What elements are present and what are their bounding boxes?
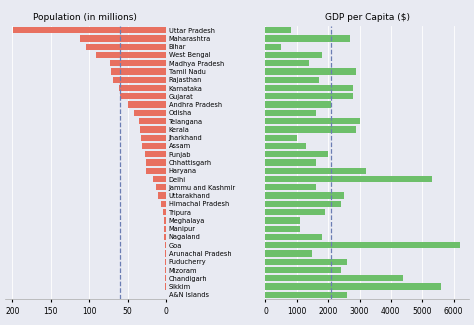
- Bar: [156, 184, 166, 190]
- Bar: [146, 168, 166, 174]
- Bar: [265, 85, 353, 91]
- Bar: [265, 68, 356, 75]
- Bar: [128, 101, 166, 108]
- Bar: [265, 234, 322, 240]
- Bar: [265, 101, 331, 108]
- Title: GDP per Capita ($): GDP per Capita ($): [325, 13, 410, 22]
- Bar: [110, 60, 166, 66]
- Bar: [161, 201, 166, 207]
- Bar: [164, 234, 166, 240]
- Bar: [265, 275, 403, 281]
- Bar: [119, 93, 166, 99]
- Bar: [165, 250, 166, 257]
- Bar: [113, 77, 166, 83]
- Bar: [163, 209, 166, 215]
- Bar: [119, 85, 166, 91]
- Bar: [265, 135, 297, 141]
- Bar: [265, 184, 316, 190]
- Bar: [265, 217, 300, 224]
- Bar: [265, 35, 350, 42]
- Bar: [13, 27, 166, 33]
- Bar: [265, 226, 300, 232]
- Bar: [146, 159, 166, 166]
- Bar: [265, 143, 306, 149]
- Bar: [265, 259, 347, 265]
- Bar: [265, 60, 310, 66]
- Bar: [86, 44, 166, 50]
- Bar: [134, 110, 166, 116]
- Title: Population (in millions): Population (in millions): [33, 13, 137, 22]
- Bar: [165, 275, 166, 281]
- Bar: [80, 35, 166, 42]
- Bar: [265, 176, 432, 182]
- Bar: [165, 267, 166, 273]
- Bar: [140, 126, 166, 133]
- Bar: [265, 192, 344, 199]
- Bar: [265, 151, 328, 157]
- Bar: [110, 68, 166, 75]
- Bar: [142, 143, 166, 149]
- Bar: [165, 259, 166, 265]
- Bar: [265, 201, 341, 207]
- Bar: [153, 176, 166, 182]
- Bar: [141, 135, 166, 141]
- Bar: [265, 27, 291, 33]
- Bar: [265, 110, 316, 116]
- Bar: [265, 52, 322, 58]
- Bar: [158, 192, 166, 199]
- Bar: [265, 168, 366, 174]
- Bar: [265, 77, 319, 83]
- Bar: [164, 226, 166, 232]
- Bar: [165, 242, 166, 248]
- Bar: [164, 217, 166, 224]
- Bar: [265, 93, 353, 99]
- Bar: [265, 118, 359, 124]
- Bar: [139, 118, 166, 124]
- Bar: [265, 283, 441, 290]
- Bar: [265, 44, 281, 50]
- Bar: [265, 126, 356, 133]
- Bar: [145, 151, 166, 157]
- Bar: [265, 159, 316, 166]
- Bar: [265, 292, 347, 298]
- Bar: [265, 209, 325, 215]
- Bar: [265, 267, 341, 273]
- Bar: [265, 250, 312, 257]
- Bar: [265, 242, 460, 248]
- Bar: [96, 52, 166, 58]
